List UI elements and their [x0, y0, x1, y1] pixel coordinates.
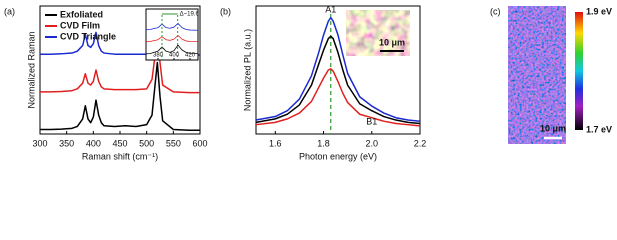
scale-bar-label: 10 μm: [540, 123, 566, 133]
annotation: B1: [366, 116, 377, 126]
inset-image: [345, 9, 411, 57]
x-tick-label: 550: [166, 138, 181, 148]
map-image: [507, 5, 567, 145]
inset-frame: [145, 8, 199, 61]
x-tick-label: 1.6: [269, 138, 282, 148]
colorbar: [575, 12, 583, 130]
x-tick-label: 2.2: [414, 138, 427, 148]
x-tick-label: 600: [192, 138, 207, 148]
x-tick-label: 1.8: [317, 138, 330, 148]
inset-tick-label: 400: [169, 53, 180, 59]
panel-label: (b): [220, 6, 231, 16]
inset-annotation: Δ~19.6: [180, 12, 200, 18]
x-tick-label: 2.0: [366, 138, 379, 148]
x-axis-label: Raman shift (cm⁻¹): [82, 151, 158, 161]
x-axis-label: Photon energy (eV): [299, 151, 377, 161]
legend-label: CVD Film: [60, 20, 100, 30]
plot-frame: [255, 5, 421, 135]
figure: 300 350 400 450 500 550 600 Raman shift (cm⁻¹) N…: [4, 4, 612, 161]
x-tick-label: 400: [86, 138, 101, 148]
series-line: [146, 44, 198, 55]
y-axis-label: Normalized PL (a.u.): [242, 29, 252, 111]
colorbar-label: 1.9 eV: [586, 6, 612, 16]
series-line: [255, 35, 421, 125]
x-tick-label: 450: [112, 138, 127, 148]
panel-label: (c): [490, 6, 501, 16]
x-tick-label: 500: [139, 138, 154, 148]
x-tick-label: 300: [32, 138, 47, 148]
series-line: [146, 23, 198, 31]
inset-tick-label: 420: [185, 53, 196, 59]
x-tick-label: 350: [59, 138, 74, 148]
series-line: [255, 16, 421, 122]
inset-tick-label: 380: [153, 53, 164, 59]
legend-label: Exfoliated: [60, 9, 103, 19]
colorbar-label: 1.7 eV: [586, 124, 612, 134]
series-line: [146, 35, 198, 43]
panel-label: (a): [4, 6, 15, 16]
inset: [146, 15, 198, 60]
scale-bar-label: 10 μm: [379, 37, 405, 47]
y-axis-label: Normalized Raman: [26, 31, 36, 108]
annotation: A1: [325, 4, 336, 14]
series-line: [40, 61, 200, 131]
series-line: [255, 68, 421, 127]
legend-label: CVD Triangle: [60, 31, 116, 41]
